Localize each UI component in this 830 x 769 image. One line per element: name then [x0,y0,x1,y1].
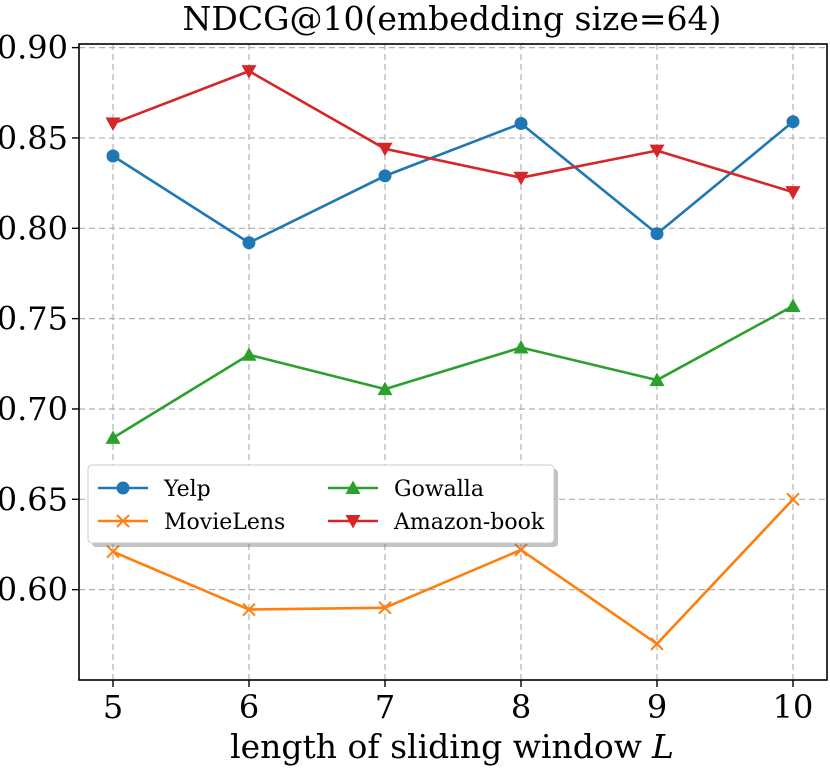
series-line-movielens [112,498,794,646]
x-axis-label-text: length of sliding window [230,727,642,766]
legend-label-gowalla: Gowalla [394,477,484,502]
legend-box [87,464,555,544]
point-amazon-book-7 [377,142,393,157]
legend-label-amazon-book: Amazon-book [393,510,545,535]
series-line-gowalla [112,304,794,439]
x-axis-label-variable: L [651,727,674,766]
x-axis-label: length of sliding window L [230,727,674,766]
legend-label-movielens: MovieLens [164,510,285,535]
point-movielens-8 [514,543,528,557]
point-amazon-book-9 [649,144,665,159]
point-gowalla-7 [377,381,393,396]
point-movielens-6 [242,602,256,617]
x-tick-label-9: 9 [647,688,667,726]
point-amazon-book-6 [241,65,257,79]
chart-title: NDCG@10(embedding size=64) [183,0,722,38]
y-tick-label-0.85: 0.85 [0,119,68,157]
legend-entry-yelp: Yelp [98,477,211,502]
point-yelp-10 [786,115,800,129]
point-yelp-6 [242,236,256,250]
point-movielens-8-stroke-b [514,543,528,557]
legend-entry-movielens: MovieLens [98,510,285,535]
legend-entry-gowalla: Gowalla [328,477,484,502]
x-tick-label-5: 5 [103,688,123,726]
x-tick-label-7: 7 [375,688,395,726]
legend-label-yelp: Yelp [163,477,211,502]
x-tick-label-8: 8 [511,688,531,726]
point-yelp-9 [650,227,664,241]
series-movielens [106,492,800,651]
legend-marker-gowalla [345,480,361,494]
point-gowalla-9 [649,372,665,387]
series-yelp [106,115,800,250]
point-yelp-8 [514,117,528,130]
point-yelp-5 [106,149,120,163]
y-tick-label-0.65: 0.65 [0,480,68,518]
series-line-amazon-book [112,69,794,194]
y-tick-label-0.60: 0.60 [0,571,68,609]
legend-marker-movielens-stroke-b [116,514,130,528]
y-tick-label-0.75: 0.75 [0,300,68,338]
axes: 5 6 7 8 9 10 0.60 0.65 0.70 0.75 0.80 0.85 0.90 [0,29,813,726]
y-tick-label-0.70: 0.70 [0,390,68,428]
y-tick-label-0.90: 0.90 [0,29,68,67]
point-movielens-6-stroke-b [242,602,256,617]
series-gowalla [105,298,801,444]
point-amazon-book-5 [105,117,121,131]
series-group [105,65,801,651]
point-movielens-9-stroke-b [650,637,664,651]
point-gowalla-8 [513,340,529,354]
point-yelp-7 [378,169,392,183]
point-amazon-book-8 [513,171,529,186]
plot-frame [78,43,828,681]
point-movielens-7-stroke-b [378,601,392,615]
x-tick-label-6: 6 [239,688,259,726]
legend: Yelp MovieLens Gowalla Amazon-book [87,464,558,547]
point-movielens-7 [378,601,392,615]
point-amazon-book-10 [785,186,801,200]
point-movielens-9 [650,637,664,651]
series-line-yelp [112,120,794,245]
point-movielens-10 [786,492,800,507]
point-movielens-5-stroke-b [106,545,120,559]
legend-marker-amazon-book [345,515,361,529]
point-gowalla-6 [241,347,257,361]
point-gowalla-5 [105,430,121,444]
y-tick-label-0.80: 0.80 [0,209,68,247]
point-gowalla-10 [785,298,801,312]
series-amazon-book [105,65,801,200]
legend-marker-yelp [116,481,130,495]
legend-marker-movielens [116,514,130,528]
point-movielens-5 [106,545,120,559]
point-movielens-10-stroke-b [786,492,800,507]
legend-entry-amazon-book: Amazon-book [328,510,545,535]
x-tick-label-10: 10 [773,688,814,726]
